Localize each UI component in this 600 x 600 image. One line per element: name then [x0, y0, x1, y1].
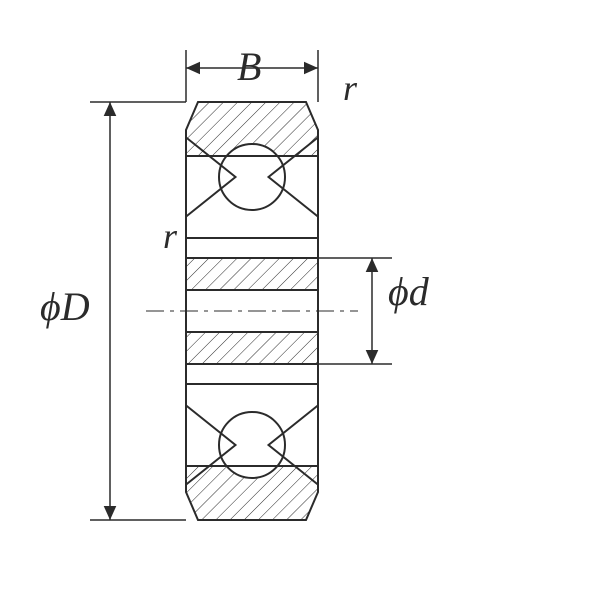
svg-text:r: r [163, 216, 178, 256]
svg-text:B: B [237, 44, 261, 89]
svg-text:r: r [343, 68, 358, 108]
bearing-diagram: Br r ϕD ϕd [0, 0, 600, 600]
svg-text:ϕD: ϕD [40, 284, 90, 329]
svg-text:ϕd: ϕd [388, 269, 430, 314]
